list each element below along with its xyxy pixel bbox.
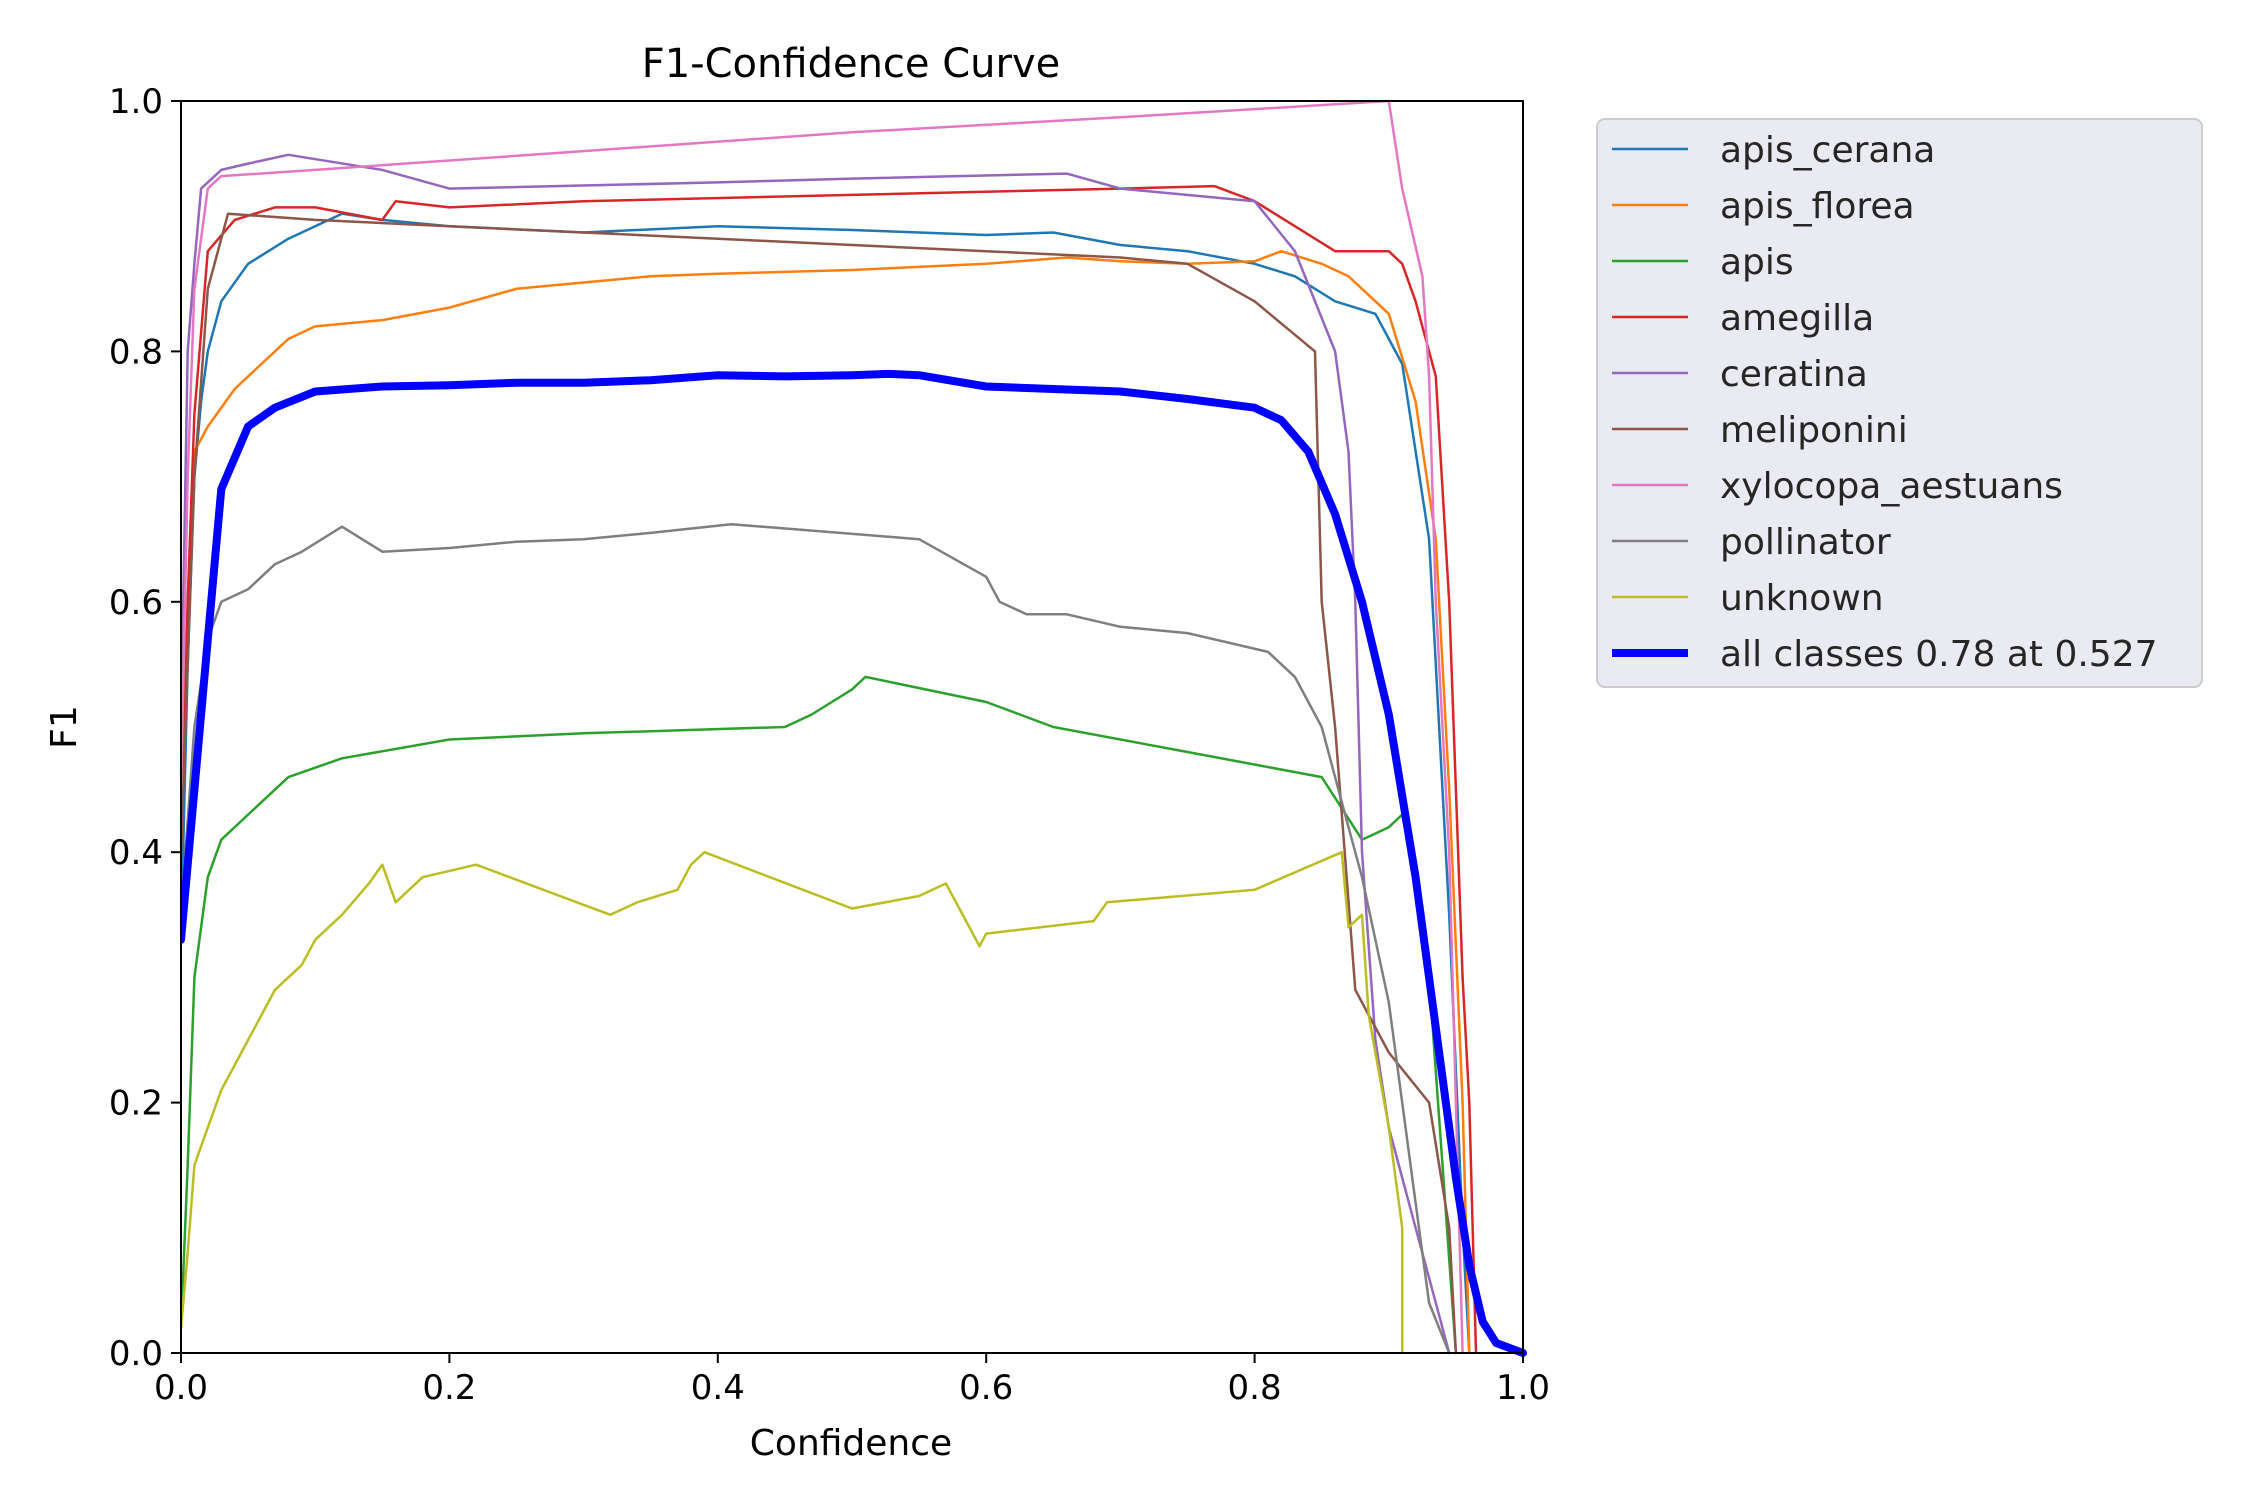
plot-area [180,99,1527,1357]
series-line-1 [181,249,1471,1355]
series-line-4 [181,153,1451,1355]
series-line-5 [181,212,1458,1355]
y-axis: 0.0 0.2 0.4 0.6 0.8 1.0 [109,82,181,1374]
series-line-9 [181,369,1527,1357]
x-axis: 0.0 0.2 0.4 0.6 0.8 1.0 [154,1353,1550,1408]
y-tick-label: 0.0 [109,1334,163,1374]
x-tick-label: 0.0 [154,1368,208,1408]
y-tick-label: 1.0 [109,82,163,122]
y-tick-label: 0.6 [109,583,163,623]
legend-label: apis [1720,242,1794,283]
chart-title: F1-Confidence Curve [642,41,1061,87]
legend-label: pollinator [1720,522,1891,563]
series-line-8 [181,850,1404,1355]
legend-box [1596,118,2203,688]
legend-label: amegilla [1720,298,1874,339]
x-axis-label: Confidence [750,1423,952,1464]
legend-label: unknown [1720,578,1884,619]
series-layer [181,99,1527,1357]
y-tick-label: 0.4 [109,833,163,873]
legend-label: ceratina [1720,354,1868,395]
x-tick-label: 0.8 [1228,1368,1282,1408]
x-tick-label: 0.4 [691,1368,745,1408]
series-line-7 [181,522,1451,1355]
series-line-0 [181,212,1471,1355]
legend-label: meliponini [1720,410,1908,451]
x-tick-label: 1.0 [1496,1368,1550,1408]
series-line-6 [181,99,1464,1355]
y-tick-label: 0.2 [109,1084,163,1124]
legend-label: apis_cerana [1720,130,1935,171]
x-tick-label: 0.6 [959,1368,1013,1408]
y-tick-label: 0.8 [109,332,163,372]
legend-label: xylocopa_aestuans [1720,466,2063,507]
plot-background [181,101,1523,1353]
y-axis-label: F1 [44,705,85,749]
x-tick-label: 0.2 [422,1368,476,1408]
legend-label: apis_florea [1720,186,1915,227]
legend-label: all classes 0.78 at 0.527 [1720,634,2158,675]
plot-frame [180,100,1524,1354]
